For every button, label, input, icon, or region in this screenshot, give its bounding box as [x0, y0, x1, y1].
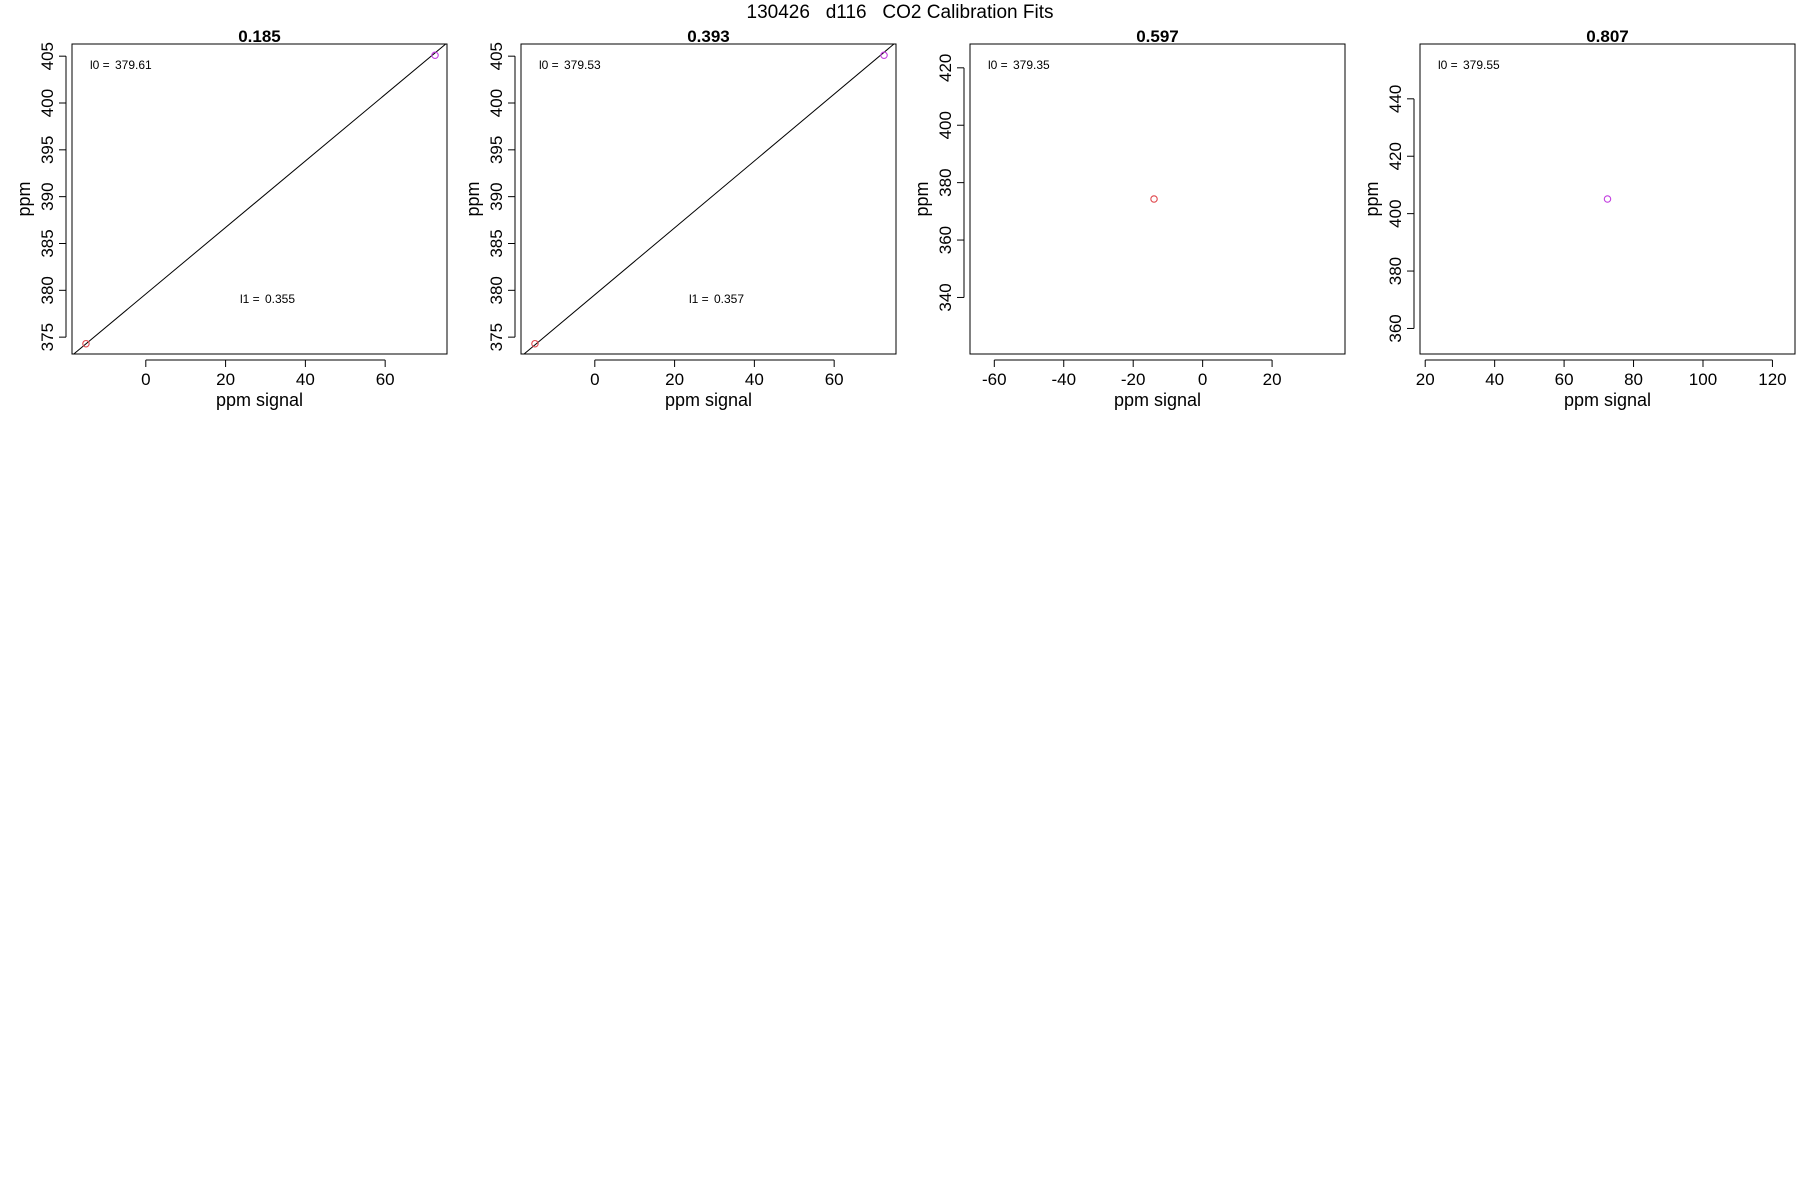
x-tick-label: 20	[665, 370, 684, 389]
annotation-value: 0.357	[714, 292, 744, 306]
y-tick-label: 390	[487, 182, 506, 210]
x-tick-label: 20	[1263, 370, 1282, 389]
panel-title: 0.597	[1136, 27, 1179, 46]
y-axis-label: ppm	[912, 181, 932, 216]
y-tick-label: 360	[1386, 314, 1405, 342]
annotation-label: l1 =	[240, 292, 260, 306]
y-tick-label: 385	[38, 229, 57, 257]
y-tick-label: 340	[936, 283, 955, 311]
y-tick-label: 380	[936, 168, 955, 196]
x-tick-label: 40	[1485, 370, 1504, 389]
chart-panel-4: 0.807 20 40 60 80 100 120 ppm signal 360 380 400 42…	[1362, 27, 1796, 410]
plot-frame	[71, 43, 448, 355]
y-tick-label: 380	[38, 276, 57, 304]
y-tick-label: 400	[487, 89, 506, 117]
y-tick-label: 420	[936, 54, 955, 82]
annotation-value: 379.53	[564, 58, 601, 72]
plot-frame	[1419, 43, 1796, 355]
x-tick-label: 80	[1624, 370, 1643, 389]
panel-title: 0.185	[238, 27, 281, 46]
data-point	[1150, 195, 1158, 203]
x-tick-label: 60	[825, 370, 844, 389]
data-point	[531, 339, 539, 348]
chart-panel-3: 0.597 -60 -40 -20 0 20 ppm signal 340 360 380 400 4…	[912, 27, 1346, 410]
data-point	[880, 51, 888, 59]
y-tick-label: 420	[1386, 142, 1405, 170]
x-tick-label: 120	[1758, 370, 1786, 389]
y-axis-label: ppm	[14, 181, 34, 216]
y-tick-label: 395	[38, 136, 57, 164]
plot-frame	[520, 43, 897, 355]
x-tick-label: 0	[1198, 370, 1207, 389]
chart-panel-2: 0.393 0 20 40 60 ppm signal 375 380 385 390 395 400…	[463, 27, 897, 410]
x-tick-label: -60	[982, 370, 1007, 389]
annotation-label: l0 =	[988, 58, 1008, 72]
x-tick-label: 0	[590, 370, 599, 389]
annotation-label: l1 =	[689, 292, 709, 306]
annotation-label: l0 =	[90, 58, 110, 72]
y-tick-label: 360	[936, 226, 955, 254]
y-tick-label: 400	[1386, 199, 1405, 227]
y-axis-label: ppm	[1362, 181, 1382, 216]
panel-title: 0.393	[687, 27, 730, 46]
annotation-label: l0 =	[539, 58, 559, 72]
data-point	[431, 51, 439, 59]
y-tick-label: 405	[38, 42, 57, 70]
fit-line	[72, 44, 447, 354]
y-tick-label: 390	[38, 182, 57, 210]
x-tick-label: 60	[376, 370, 395, 389]
figure-title: 130426 d116 CO2 Calibration Fits	[746, 2, 1054, 23]
y-tick-label: 395	[487, 136, 506, 164]
x-tick-label: -40	[1051, 370, 1076, 389]
annotation-value: 379.61	[115, 58, 152, 72]
y-tick-label: 380	[1386, 257, 1405, 285]
x-axis-label: ppm signal	[665, 390, 752, 410]
y-tick-label: 375	[487, 323, 506, 351]
x-tick-label: 60	[1555, 370, 1574, 389]
y-tick-label: 440	[1386, 85, 1405, 113]
annotation-value: 0.355	[265, 292, 295, 306]
x-tick-label: 20	[1416, 370, 1435, 389]
plot-frame	[969, 43, 1346, 355]
x-axis-label: ppm signal	[1564, 390, 1651, 410]
y-tick-label: 405	[487, 42, 506, 70]
y-tick-label: 375	[38, 323, 57, 351]
chart-panel-1: 0.185 0 20 40 60 ppm signal 375 380 385 390 395 400…	[14, 27, 448, 410]
data-point	[82, 339, 90, 348]
y-axis-label: ppm	[463, 181, 483, 216]
x-tick-label: 40	[745, 370, 764, 389]
panel-title: 0.807	[1586, 27, 1629, 46]
annotation-label: l0 =	[1438, 58, 1458, 72]
data-point	[1603, 195, 1612, 203]
x-axis-label: ppm signal	[1114, 390, 1201, 410]
x-tick-label: 20	[216, 370, 235, 389]
x-tick-label: 100	[1689, 370, 1717, 389]
annotation-value: 379.55	[1463, 58, 1500, 72]
x-tick-label: -20	[1121, 370, 1146, 389]
y-tick-label: 400	[38, 89, 57, 117]
y-tick-label: 385	[487, 229, 506, 257]
x-tick-label: 40	[296, 370, 315, 389]
x-axis-label: ppm signal	[216, 390, 303, 410]
annotation-value: 379.35	[1013, 58, 1050, 72]
y-tick-label: 380	[487, 276, 506, 304]
y-tick-label: 400	[936, 111, 955, 139]
fit-line	[523, 44, 895, 354]
x-tick-label: 0	[141, 370, 150, 389]
